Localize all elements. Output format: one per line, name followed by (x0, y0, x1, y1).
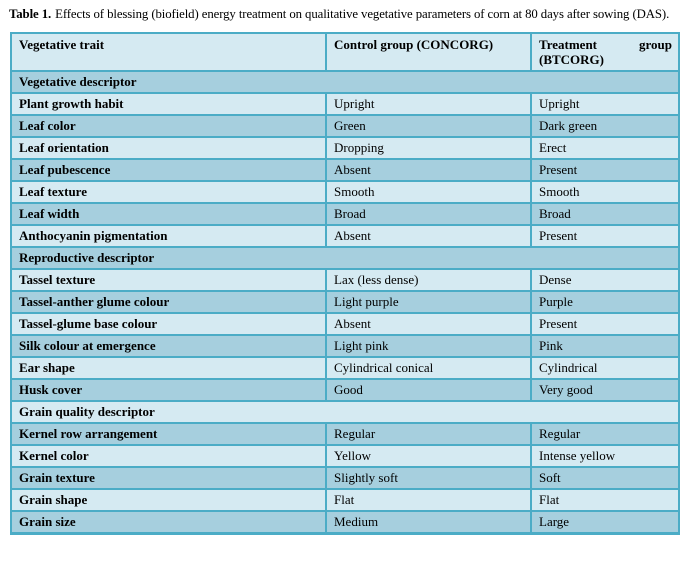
table-row: Anthocyanin pigmentation Absent Present (10, 223, 680, 248)
trait-cell: Leaf orientation (10, 135, 327, 160)
header-treatment-line1: Treatment group (539, 36, 672, 53)
treatment-value-cell: Cylindrical (530, 355, 680, 380)
results-table: Vegetative trait Control group (CONCORG)… (10, 31, 680, 535)
trait-cell: Silk colour at emergence (10, 333, 327, 358)
header-vegetative-trait: Vegetative trait (10, 31, 327, 72)
section-label: Vegetative descriptor (10, 69, 680, 94)
section-row: Reproductive descriptor (10, 245, 680, 270)
treatment-value-cell: Flat (530, 487, 680, 512)
control-value-cell: Broad (325, 201, 532, 226)
control-value-cell: Smooth (325, 179, 532, 204)
treatment-value-cell: Purple (530, 289, 680, 314)
table-caption-text: Effects of blessing (biofield) energy tr… (55, 7, 670, 21)
control-value-cell: Light pink (325, 333, 532, 358)
trait-cell: Grain size (10, 509, 327, 535)
header-row: Vegetative trait Control group (CONCORG)… (10, 31, 680, 72)
table-row: Grain texture Slightly soft Soft (10, 465, 680, 490)
treatment-value-cell: Present (530, 157, 680, 182)
header-treatment-word2: group (639, 36, 672, 52)
table-caption: Table 1. Effects of blessing (biofield) e… (0, 0, 687, 23)
control-value-cell: Light purple (325, 289, 532, 314)
table-row: Kernel color Yellow Intense yellow (10, 443, 680, 468)
control-value-cell: Absent (325, 223, 532, 248)
treatment-value-cell: Dense (530, 267, 680, 292)
section-label: Reproductive descriptor (10, 245, 680, 270)
trait-cell: Plant growth habit (10, 91, 327, 116)
section-row: Vegetative descriptor (10, 69, 680, 94)
control-value-cell: Flat (325, 487, 532, 512)
trait-cell: Anthocyanin pigmentation (10, 223, 327, 248)
treatment-value-cell: Broad (530, 201, 680, 226)
control-value-cell: Medium (325, 509, 532, 535)
header-treatment-group: Treatment group (BTCORG) (530, 31, 680, 72)
table-row: Grain size Medium Large (10, 509, 680, 535)
control-value-cell: Good (325, 377, 532, 402)
control-value-cell: Lax (less dense) (325, 267, 532, 292)
trait-cell: Husk cover (10, 377, 327, 402)
table-row: Grain shape Flat Flat (10, 487, 680, 512)
table-row: Silk colour at emergence Light pink Pink (10, 333, 680, 358)
control-value-cell: Absent (325, 311, 532, 336)
table-row: Leaf width Broad Broad (10, 201, 680, 226)
table-row: Leaf orientation Dropping Erect (10, 135, 680, 160)
treatment-value-cell: Regular (530, 421, 680, 446)
section-row: Grain quality descriptor (10, 399, 680, 424)
table-row: Tassel texture Lax (less dense) Dense (10, 267, 680, 292)
table-row: Tassel-anther glume colour Light purple Pu… (10, 289, 680, 314)
table-row: Tassel-glume base colour Absent Present (10, 311, 680, 336)
table-row: Kernel row arrangement Regular Regular (10, 421, 680, 446)
treatment-value-cell: Present (530, 311, 680, 336)
trait-cell: Leaf width (10, 201, 327, 226)
treatment-value-cell: Large (530, 509, 680, 535)
trait-cell: Kernel color (10, 443, 327, 468)
control-value-cell: Upright (325, 91, 532, 116)
trait-cell: Leaf pubescence (10, 157, 327, 182)
trait-cell: Tassel-anther glume colour (10, 289, 327, 314)
control-value-cell: Dropping (325, 135, 532, 160)
control-value-cell: Yellow (325, 443, 532, 468)
treatment-value-cell: Dark green (530, 113, 680, 138)
treatment-value-cell: Intense yellow (530, 443, 680, 468)
table-row: Leaf color Green Dark green (10, 113, 680, 138)
trait-cell: Leaf texture (10, 179, 327, 204)
table-row: Leaf texture Smooth Smooth (10, 179, 680, 204)
control-value-cell: Absent (325, 157, 532, 182)
header-treatment-line2: (BTCORG) (539, 51, 604, 67)
table-caption-label: Table 1. (9, 7, 52, 21)
trait-cell: Grain texture (10, 465, 327, 490)
treatment-value-cell: Pink (530, 333, 680, 358)
trait-cell: Kernel row arrangement (10, 421, 327, 446)
treatment-value-cell: Soft (530, 465, 680, 490)
table-row: Ear shape Cylindrical conical Cylindrical (10, 355, 680, 380)
treatment-value-cell: Very good (530, 377, 680, 402)
header-control-group: Control group (CONCORG) (325, 31, 532, 72)
control-value-cell: Slightly soft (325, 465, 532, 490)
treatment-value-cell: Erect (530, 135, 680, 160)
section-label: Grain quality descriptor (10, 399, 680, 424)
treatment-value-cell: Smooth (530, 179, 680, 204)
table-row: Leaf pubescence Absent Present (10, 157, 680, 182)
trait-cell: Grain shape (10, 487, 327, 512)
treatment-value-cell: Upright (530, 91, 680, 116)
trait-cell: Leaf color (10, 113, 327, 138)
table-row: Plant growth habit Upright Upright (10, 91, 680, 116)
control-value-cell: Regular (325, 421, 532, 446)
table-row: Husk cover Good Very good (10, 377, 680, 402)
trait-cell: Ear shape (10, 355, 327, 380)
header-treatment-word1: Treatment (539, 36, 597, 52)
control-value-cell: Cylindrical conical (325, 355, 532, 380)
trait-cell: Tassel texture (10, 267, 327, 292)
control-value-cell: Green (325, 113, 532, 138)
trait-cell: Tassel-glume base colour (10, 311, 327, 336)
treatment-value-cell: Present (530, 223, 680, 248)
